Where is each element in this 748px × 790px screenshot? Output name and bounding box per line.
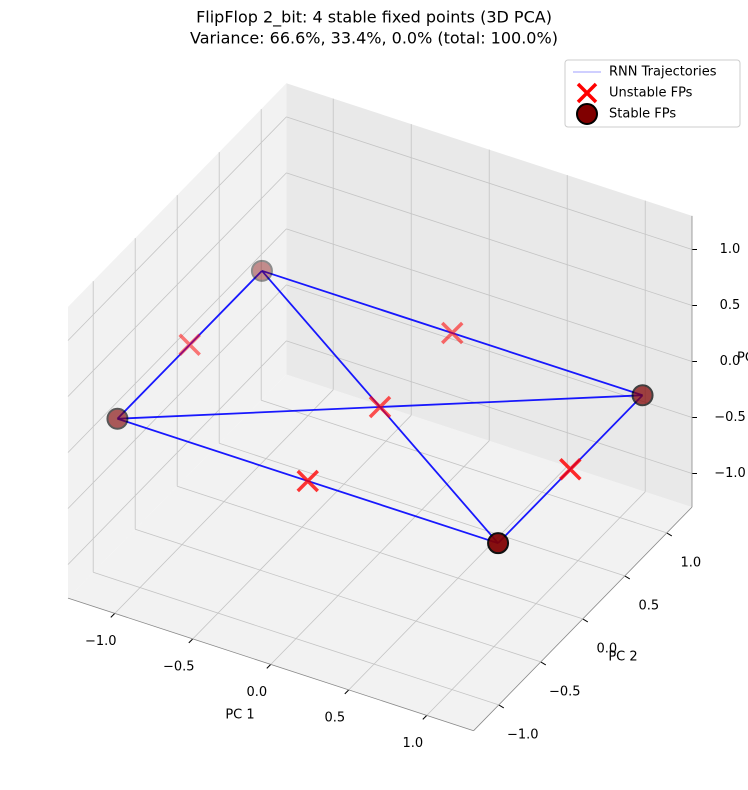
z-tick-label: −0.5 (714, 410, 746, 425)
unstable-fp (441, 321, 464, 345)
unstable-fp (559, 457, 582, 481)
z-tick-label: 1.0 (720, 242, 741, 257)
legend-swatch (576, 103, 598, 125)
y-tick (498, 704, 505, 709)
x-tick-label: 0.5 (324, 710, 345, 725)
z-tick-label: 0.0 (720, 354, 741, 369)
x-tick-label: −1.0 (85, 634, 117, 649)
grid-line (93, 571, 499, 706)
grid-line (67, 228, 287, 453)
x-tick-label: 1.0 (402, 736, 423, 751)
grid-line (177, 485, 583, 620)
axis-line (473, 506, 693, 731)
y-tick-label: 0.5 (638, 598, 659, 613)
stable-fp (106, 407, 129, 430)
y-tick (624, 575, 631, 580)
legend-swatch (576, 82, 598, 104)
unstable-fp (368, 395, 392, 419)
x-tick (188, 638, 194, 644)
grid-line (67, 116, 287, 341)
x-tick-label: 0.0 (246, 685, 267, 700)
y-tick-label: 0.0 (596, 641, 617, 656)
x-tick-label: −0.5 (163, 659, 195, 674)
grid-line (261, 399, 667, 534)
chart-subtitle: Variance: 66.6%, 33.4%, 0.0% (total: 100… (190, 29, 558, 48)
y-tick-label: −1.0 (507, 727, 539, 742)
legend-label: Stable FPs (609, 107, 676, 122)
grid-line (67, 284, 287, 509)
z-tick-label: −1.0 (714, 466, 746, 481)
grid-line (286, 116, 693, 250)
x-axis-label: PC 1 (225, 708, 254, 723)
x-tick (110, 613, 116, 618)
grid-line (67, 172, 287, 397)
stable-fp (250, 259, 273, 282)
chart-title: FlipFlop 2_bit: 4 stable fixed points (3… (196, 8, 552, 28)
legend-label: RNN Trajectories (609, 65, 717, 80)
y-tick-label: −0.5 (549, 684, 581, 699)
grid-line (219, 442, 625, 577)
legend-label: Unstable FPs (609, 86, 693, 101)
unstable-fp (296, 469, 319, 493)
z-tick-label: 0.5 (720, 298, 741, 313)
grid-line (67, 340, 287, 565)
x-tick (422, 715, 428, 720)
stable-fp (487, 532, 510, 555)
x-tick (344, 689, 350, 695)
z-axis-label: PC 3 (737, 351, 748, 366)
axis-line (67, 597, 474, 732)
y-tick (666, 532, 673, 537)
y-tick-label: 1.0 (680, 555, 701, 570)
legend-box (564, 59, 741, 128)
grid-line (135, 528, 541, 663)
x-tick (266, 664, 272, 669)
unstable-fp (178, 333, 201, 357)
grid-line (286, 172, 693, 306)
stable-fp (631, 384, 654, 407)
grid-line (286, 340, 693, 474)
y-tick (540, 661, 547, 666)
y-axis-label: PC 2 (608, 650, 637, 665)
grid-line (286, 228, 693, 362)
y-tick (582, 618, 589, 623)
